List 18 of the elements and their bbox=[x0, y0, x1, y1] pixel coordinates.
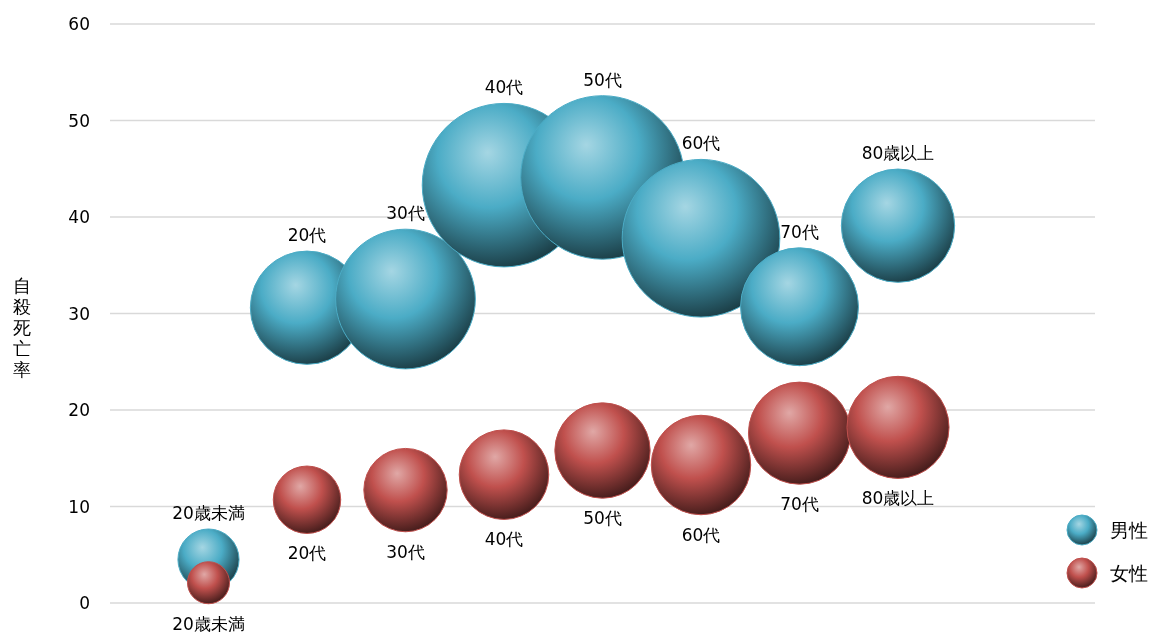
y-tick-label: 0 bbox=[79, 593, 90, 613]
category-label: 60代 bbox=[681, 524, 721, 545]
y-tick-label: 50 bbox=[68, 110, 90, 131]
category-label: 20代 bbox=[287, 225, 327, 246]
category-label: 20歳未満 bbox=[172, 613, 245, 634]
category-label: 40代 bbox=[484, 529, 524, 550]
legend-label: 男性 bbox=[1110, 519, 1148, 541]
y-tick-label: 40 bbox=[68, 207, 90, 227]
legend-label: 女性 bbox=[1110, 562, 1148, 584]
category-label: 80歳以上 bbox=[861, 488, 935, 509]
category-label: 30代 bbox=[386, 203, 425, 224]
y-tick-label: 30 bbox=[68, 303, 90, 324]
y-tick-label: 60 bbox=[68, 14, 90, 34]
category-label: 70代 bbox=[780, 494, 819, 515]
y-tick-label: 20 bbox=[68, 400, 90, 420]
y-tick-label: 10 bbox=[68, 496, 90, 517]
ylabel: 自殺死亡率 bbox=[13, 274, 31, 380]
category-label: 50代 bbox=[583, 508, 622, 529]
